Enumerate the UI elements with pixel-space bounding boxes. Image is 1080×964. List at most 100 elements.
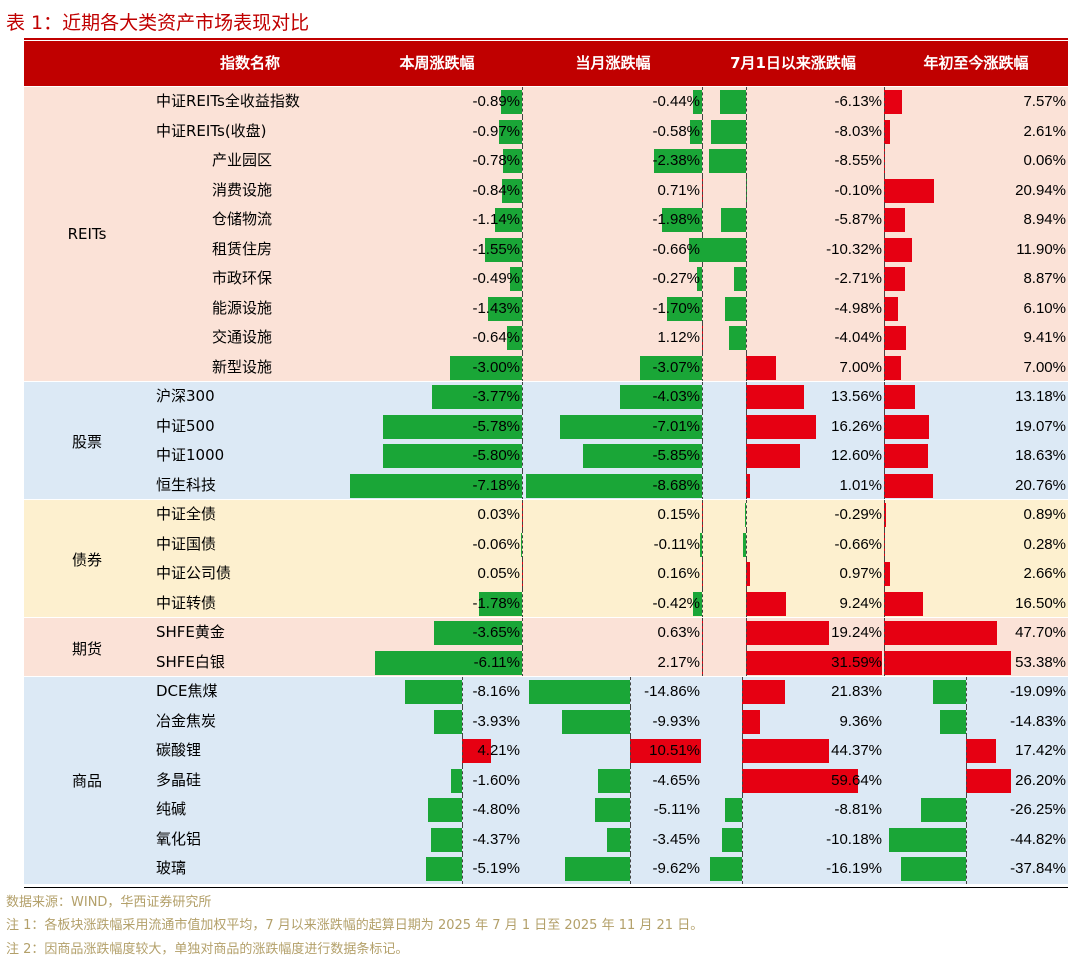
bar-axis [746,205,747,235]
change-value: 0.05% [477,565,520,582]
data-bar [562,709,630,734]
data-bar [630,739,702,763]
change-value: 0.89% [1023,506,1066,523]
table-row: 能源设施 -1.43% -1.70% -4.98% 6.10% [24,293,1068,323]
change-value: -3.07% [652,358,700,376]
bar-axis [746,87,747,117]
change-value: 17.42% [1015,742,1066,759]
index-name: SHFE白银 [156,652,225,671]
change-value: 19.07% [1015,417,1066,435]
change-value: 0.03% [477,506,520,523]
bar-axis [522,647,523,677]
change-value: -5.80% [472,447,520,464]
data-bar [746,414,816,439]
bar-axis [746,382,747,412]
data-bar [933,680,966,704]
change-value: 0.06% [1023,152,1066,169]
change-value: 16.26% [831,417,882,435]
data-bar [702,237,746,262]
bar-axis [702,441,703,471]
bar-axis [746,559,747,589]
bar-axis [746,529,747,559]
change-value: -1.78% [472,594,520,612]
change-value: -3.77% [472,388,520,405]
data-bar [720,208,746,232]
table-row: 市政环保 -0.49% -0.27% -2.71% 8.87% [24,264,1068,294]
change-value: 7.00% [1023,358,1066,376]
bar-axis [702,264,703,294]
bar-axis [462,795,463,825]
data-bar [696,267,702,291]
data-bar [688,237,702,262]
data-bar [709,149,746,173]
data-bar [884,267,906,291]
bar-axis [742,765,743,795]
bar-axis [630,706,631,736]
index-name: 沪深300 [156,387,215,405]
change-value: -6.11% [473,653,520,671]
data-bar [746,621,829,645]
table-row: 交通设施 -0.64% 1.12% -4.04% 9.41% [24,323,1068,353]
data-bar [510,267,522,291]
data-bar [349,473,522,498]
bar-axis [966,736,967,766]
data-bar [484,237,522,262]
change-value: 2.61% [1023,122,1066,140]
change-value: 6.10% [1023,299,1066,317]
bar-axis [522,116,523,146]
table-row: 中证1000 -5.80% -5.85% 12.60% 18.63% [24,441,1068,471]
change-value: 1.12% [657,329,700,346]
index-name: 碳酸锂 [156,741,202,759]
bar-axis [522,618,523,648]
bar-axis [884,618,885,648]
data-bar [884,650,1011,675]
change-value: -10.32% [826,240,882,258]
change-value: -0.44% [652,93,700,110]
change-value: -0.29% [834,506,882,523]
data-bar [428,798,462,822]
bar-axis [630,824,631,854]
change-value: -1.70% [652,299,700,317]
bar-axis [742,824,743,854]
bar-axis [884,205,885,235]
bar-axis [522,382,523,412]
change-value: -16.19% [826,860,882,877]
data-bar [746,562,751,586]
bar-axis [702,352,703,382]
data-bar [462,739,492,763]
change-value: -2.38% [652,152,700,169]
table-row: SHFE黄金 -3.65% 0.63% 19.24% 47.70% [24,618,1068,648]
table-row: 氧化铝 -4.37% -3.45% -10.18% -44.82% [24,824,1068,854]
table-row: 冶金焦炭 -3.93% -9.93% 9.36% -14.83% [24,706,1068,736]
change-value: -14.86% [644,683,700,700]
table-title: 表 1：近期各大类资产市场表现对比 [6,12,310,34]
header-since-july-change: 7月1日以来涨跌幅 [730,54,856,72]
table-row: 中证REITs(收盘) -0.97% -0.58% -8.03% 2.61% [24,116,1068,146]
bar-axis [884,234,885,264]
index-name: 氧化铝 [156,829,202,848]
change-value: -37.84% [1010,860,1066,877]
bar-axis [702,559,703,589]
index-name: 新型设施 [212,357,273,376]
change-value: -26.25% [1010,801,1066,818]
bar-axis [522,234,523,264]
change-value: -0.66% [652,240,700,258]
bar-axis [746,588,747,618]
bar-axis [522,500,523,530]
index-name: 产业园区 [212,151,273,169]
data-bar [746,473,751,498]
change-value: -1.14% [472,211,520,228]
change-value: -5.19% [472,860,520,877]
change-value: -8.68% [652,476,700,494]
data-bar [693,591,702,616]
data-bar [425,857,462,881]
data-bar [450,768,462,793]
bar-axis [522,529,523,559]
change-value: 19.24% [831,624,882,641]
bar-axis [884,500,885,530]
bar-axis [742,706,743,736]
bar-axis [884,175,885,205]
index-name: 中证500 [156,416,215,435]
data-bar [434,709,462,734]
bar-axis [884,352,885,382]
